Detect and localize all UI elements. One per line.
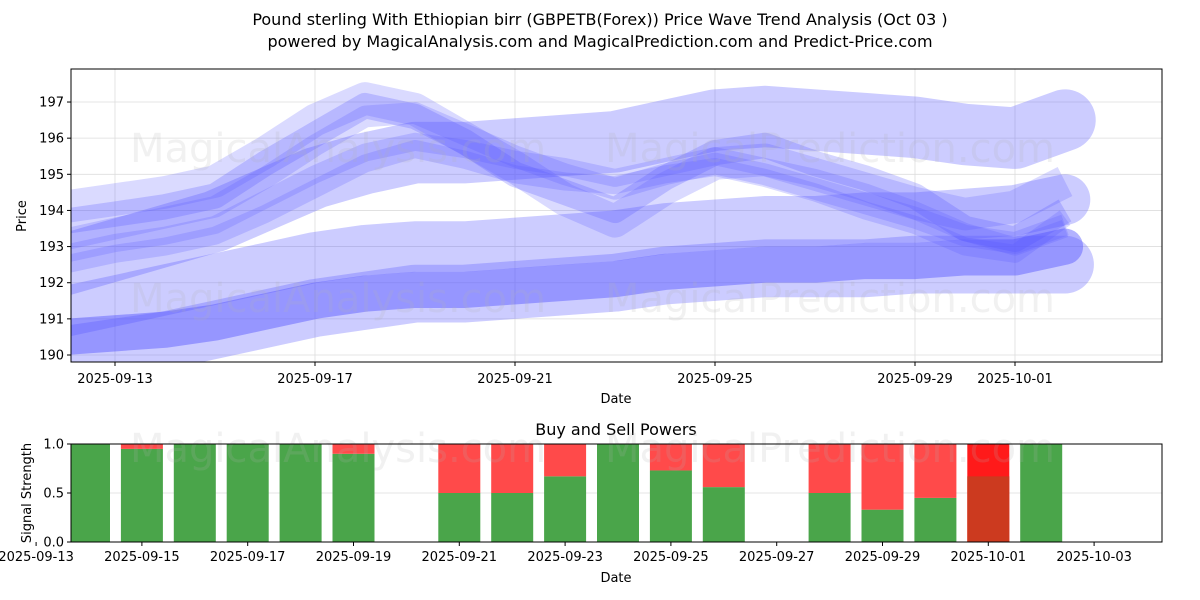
buy-bar: [68, 444, 110, 542]
signal-x-tick-label: 2025-09-17: [210, 550, 286, 565]
signal-x-tick-label: 2025-09-21: [422, 550, 498, 565]
signal-x-tick-label: 2025-10-03: [1056, 550, 1132, 565]
price-x-axis-label: Date: [600, 392, 631, 407]
signal-x-tick-label: 2025-09-27: [739, 550, 815, 565]
price-y-tick-label: 195: [39, 168, 64, 183]
signal-y-tick-label: 1.0: [43, 438, 64, 453]
signal-x-tick-label: 2025-09-15: [104, 550, 180, 565]
price-x-tick-label: 2025-09-29: [877, 372, 953, 387]
watermark-text: MagicalPrediction.com: [605, 276, 1055, 322]
buy-bar: [650, 470, 692, 542]
signal-y-tick-label: 0.5: [43, 487, 64, 502]
buy-bar: [703, 487, 745, 542]
price-x-tick-label: 2025-10-01: [977, 372, 1053, 387]
signal-y-tick-label: 0.0: [43, 536, 64, 551]
signal-x-tick-label: 2025-09-19: [316, 550, 392, 565]
watermark-text: MagicalPrediction.com: [605, 426, 1055, 472]
price-y-tick-label: 192: [39, 276, 64, 291]
signal-y-axis-label: Signal Strength: [20, 443, 35, 543]
watermark-text: MagicalAnalysis.com: [130, 426, 546, 472]
buy-bar: [862, 510, 904, 542]
watermark-text: MagicalAnalysis.com: [130, 276, 546, 322]
signal-x-tick-label: 2025-10-01: [951, 550, 1027, 565]
buy-bar: [544, 476, 586, 542]
signal-x-tick-label: 2025-09-23: [527, 550, 603, 565]
signal-x-tick-label: 2025-09-29: [845, 550, 921, 565]
price-x-tick-label: 2025-09-21: [477, 372, 553, 387]
signal-x-tick-label: 2025-09-13: [0, 550, 74, 565]
signal-x-tick-label: 2025-09-25: [633, 550, 709, 565]
buy-bar: [809, 493, 851, 542]
buy-bar: [967, 476, 1009, 542]
watermark-text: MagicalAnalysis.com: [130, 126, 546, 172]
sell-bar: [544, 444, 586, 476]
price-y-axis-label: Price: [15, 200, 30, 232]
price-x-tick-label: 2025-09-25: [677, 372, 753, 387]
buy-bar: [914, 498, 956, 542]
buy-bar: [438, 493, 480, 542]
watermark-text: MagicalPrediction.com: [605, 126, 1055, 172]
price-y-tick-label: 194: [39, 204, 64, 219]
chart-canvas: MagicalAnalysis.com MagicalPrediction.com…: [0, 0, 1200, 600]
signal-x-axis-label: Date: [600, 571, 631, 586]
buy-bar: [491, 493, 533, 542]
price-y-tick-label: 191: [39, 312, 64, 327]
price-x-tick-label: 2025-09-17: [277, 372, 353, 387]
price-y-tick-label: 193: [39, 240, 64, 255]
price-y-tick-label: 197: [39, 96, 64, 111]
price-x-tick-label: 2025-09-13: [77, 372, 153, 387]
price-y-tick-label: 190: [39, 349, 64, 364]
price-y-tick-label: 196: [39, 132, 64, 147]
